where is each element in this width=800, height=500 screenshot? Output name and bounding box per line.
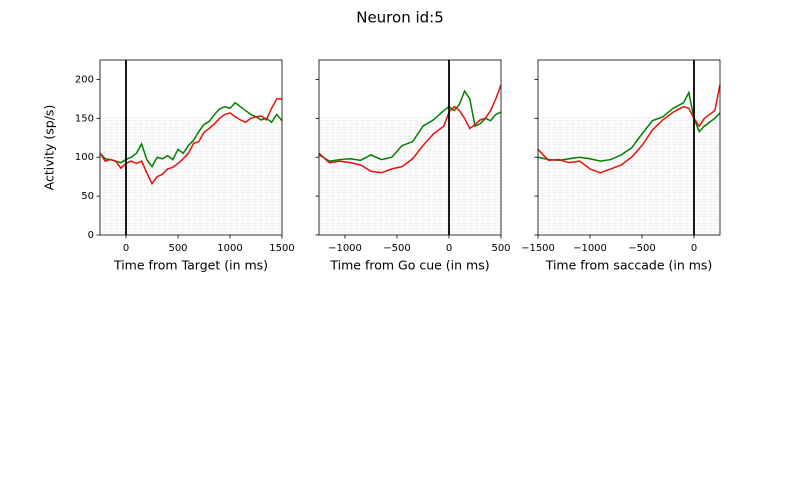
axes-frame — [99, 59, 283, 236]
y-tick-label: 0 — [88, 230, 94, 241]
data-line — [99, 101, 283, 168]
x-tick-label: −1000 — [328, 243, 362, 254]
figure-title: Neuron id:5 — [356, 9, 444, 27]
x-tick-label: 0 — [691, 243, 697, 254]
axes-frame — [318, 59, 502, 236]
y-tick-label: 200 — [75, 74, 94, 85]
y-tick-label: 50 — [81, 191, 94, 202]
data-line — [537, 84, 721, 174]
x-tick-label: −500 — [628, 243, 655, 254]
y-tick-label: 150 — [75, 113, 94, 124]
raster — [100, 117, 282, 235]
data-line — [99, 98, 282, 186]
x-tick-label: 500 — [168, 243, 187, 254]
x-axis-label: Time from Target (in ms) — [113, 258, 268, 273]
raster — [538, 117, 720, 235]
x-tick-label: −1000 — [573, 243, 607, 254]
x-tick-label: 1000 — [217, 243, 242, 254]
x-tick-label: 0 — [446, 243, 452, 254]
raster — [319, 117, 501, 235]
x-tick-label: −500 — [383, 243, 410, 254]
axes-frame — [537, 59, 721, 236]
x-axis-label: Time from Go cue (in ms) — [329, 258, 489, 273]
x-tick-label: 1500 — [269, 243, 294, 254]
x-tick-label: −1500 — [521, 243, 555, 254]
y-axis-label: Activity (sp/s) — [42, 105, 57, 191]
x-tick-label: 500 — [491, 243, 510, 254]
data-line — [318, 84, 502, 174]
x-axis-label: Time from saccade (in ms) — [545, 258, 713, 273]
x-tick-label: 0 — [123, 243, 129, 254]
y-tick-label: 100 — [75, 152, 94, 163]
data-line — [318, 89, 502, 162]
data-line — [537, 90, 721, 162]
